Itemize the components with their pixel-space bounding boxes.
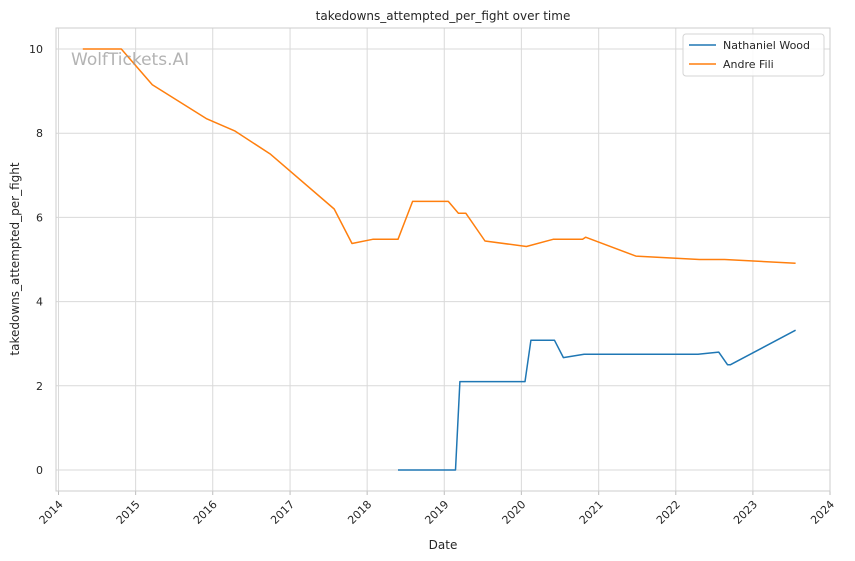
x-tick-label: 2019 bbox=[422, 498, 451, 527]
series-line-andre-fili bbox=[82, 48, 796, 265]
x-tick-label: 2014 bbox=[37, 498, 66, 527]
legend-label-nathaniel-wood: Nathaniel Wood bbox=[723, 39, 810, 52]
x-tick-label: 2018 bbox=[345, 498, 374, 527]
legend-box bbox=[682, 33, 825, 77]
plot-frame bbox=[55, 27, 831, 492]
y-tick-label: 6 bbox=[36, 211, 43, 224]
x-tick-label: 2023 bbox=[731, 498, 760, 527]
y-tick-label: 4 bbox=[36, 296, 43, 309]
y-tick-labels: 0 2 4 6 8 10 bbox=[29, 43, 43, 477]
x-tick-label: 2022 bbox=[654, 498, 683, 527]
y-tick-label: 10 bbox=[29, 43, 43, 56]
grid bbox=[56, 28, 831, 495]
series-lines bbox=[82, 48, 796, 471]
y-tick-label: 2 bbox=[36, 380, 43, 393]
legend-label-andre-fili: Andre Fili bbox=[723, 58, 774, 71]
x-tick-label: 2015 bbox=[114, 498, 143, 527]
x-tick-labels: 2014 2015 2016 2017 2018 2019 2020 2021 2022 2023… bbox=[37, 498, 837, 527]
watermark: WolfTickets.AI bbox=[71, 50, 189, 70]
x-axis-title: Date bbox=[429, 538, 458, 552]
x-tick-label: 2020 bbox=[500, 498, 529, 527]
y-tick-label: 8 bbox=[36, 127, 43, 140]
legend: Nathaniel Wood Andre Fili bbox=[682, 33, 825, 77]
x-tick-label: 2021 bbox=[577, 498, 606, 527]
x-tick-label: 2017 bbox=[268, 498, 297, 527]
y-tick-label: 0 bbox=[36, 464, 43, 477]
x-tick-label: 2024 bbox=[808, 498, 837, 527]
series-line-nathaniel-wood bbox=[398, 329, 796, 471]
x-tick-label: 2016 bbox=[191, 498, 220, 527]
chart-title: takedowns_attempted_per_fight over time bbox=[316, 9, 571, 23]
y-axis-title: takedowns_attempted_per_fight bbox=[8, 162, 22, 355]
